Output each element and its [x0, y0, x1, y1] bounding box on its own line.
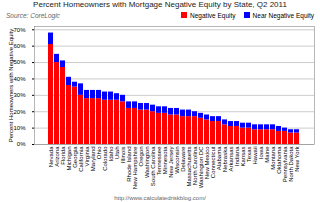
- svg-text:0%: 0%: [17, 141, 26, 147]
- svg-text:Oklahoma: Oklahoma: [275, 146, 282, 174]
- svg-text:Georgia: Georgia: [71, 146, 78, 168]
- svg-text:New Hampshire: New Hampshire: [131, 146, 138, 190]
- svg-text:Pennsylvania: Pennsylvania: [281, 146, 288, 183]
- svg-text:Minnesota: Minnesota: [161, 146, 168, 175]
- svg-text:Hawaii: Hawaii: [251, 146, 258, 165]
- svg-text:Alabama: Alabama: [215, 146, 222, 171]
- svg-text:Arizona: Arizona: [53, 146, 60, 167]
- html-text:Percent Homeowners with Mortga: Percent Homeowners with Mortgage Negativ…: [33, 0, 287, 9]
- svg-text:Oregon: Oregon: [137, 146, 144, 167]
- svg-text:50%: 50%: [13, 59, 26, 65]
- svg-text:Delaware: Delaware: [179, 146, 186, 172]
- svg-text:70%: 70%: [13, 27, 26, 33]
- svg-text:Nevada: Nevada: [47, 146, 54, 168]
- svg-text:Kansas: Kansas: [239, 146, 246, 167]
- svg-text:South Carolina: South Carolina: [149, 146, 156, 187]
- svg-text:Massachusetts: Massachusetts: [185, 146, 192, 187]
- svg-text:California: California: [77, 146, 84, 172]
- svg-text:Texas: Texas: [245, 146, 252, 163]
- svg-text:Illinois: Illinois: [119, 146, 126, 164]
- svg-text:30%: 30%: [13, 92, 26, 98]
- svg-text:New Mexico: New Mexico: [203, 146, 210, 180]
- svg-text:Michigan: Michigan: [65, 146, 72, 171]
- svg-text:Washington: Washington: [143, 146, 150, 178]
- html-text:Source: CoreLogic: Source: CoreLogic: [6, 11, 60, 19]
- svg-text:Connecticut: Connecticut: [209, 146, 216, 179]
- svg-text:Maryland: Maryland: [89, 146, 96, 172]
- svg-text:Arkansas: Arkansas: [227, 146, 234, 172]
- svg-text:North Dakota: North Dakota: [287, 146, 294, 182]
- svg-text:Ohio: Ohio: [95, 146, 102, 160]
- svg-text:Nebraska: Nebraska: [221, 146, 228, 173]
- svg-text:Washington DC: Washington DC: [197, 146, 204, 189]
- svg-text:Colorado: Colorado: [101, 146, 108, 171]
- svg-text:New Jersey: New Jersey: [167, 146, 174, 178]
- svg-text:20%: 20%: [13, 109, 26, 115]
- svg-text:Maine: Maine: [263, 146, 270, 163]
- svg-text:Idaho: Idaho: [107, 146, 114, 162]
- svg-text:Montana: Montana: [269, 146, 276, 170]
- svg-text:10%: 10%: [13, 125, 26, 131]
- svg-text:40%: 40%: [13, 76, 26, 82]
- svg-text:Rhode Island: Rhode Island: [125, 146, 132, 182]
- svg-text:North Carolina: North Carolina: [191, 146, 198, 186]
- html-text:Near Negative Equity: Near Negative Equity: [252, 11, 314, 19]
- svg-text:Indiana: Indiana: [233, 146, 240, 167]
- svg-text:Tennessee: Tennessee: [155, 146, 162, 176]
- svg-text:Iowa: Iowa: [257, 146, 264, 160]
- svg-text:Utah: Utah: [113, 146, 120, 160]
- svg-text:60%: 60%: [13, 43, 26, 49]
- svg-text:Florida: Florida: [59, 146, 66, 165]
- svg-text:Wisconsin: Wisconsin: [173, 146, 180, 174]
- svg-text:Virginia: Virginia: [83, 146, 90, 167]
- svg-text:Percent Homeowners with Negati: Percent Homeowners with Negative Equity: [8, 29, 14, 143]
- svg-text:New York: New York: [294, 146, 300, 172]
- html-text:Negative Equity: Negative Equity: [190, 11, 236, 19]
- html-text:http://www.calculatedriskblog.: http://www.calculatedriskblog.com/: [114, 195, 206, 201]
